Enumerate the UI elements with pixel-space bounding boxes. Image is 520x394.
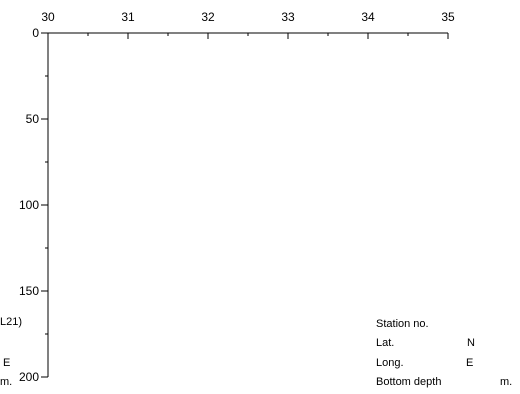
x-axis-ticks: 30 31 32 33 34 35 [41,10,455,39]
y-tick-label: 150 [19,284,39,298]
bottom-depth-unit: m. [500,376,512,388]
station-info: Station no. Lat. N Long. E Bottom depth … [376,318,512,388]
y-tick-label: 50 [26,112,40,126]
x-tick-label: 33 [281,10,295,24]
left-fragment-direction: E [3,357,10,369]
left-fragment-label: L21) [0,316,22,328]
latitude-direction: N [467,337,475,349]
latitude-label: Lat. [376,337,394,349]
longitude-direction: E [466,357,473,369]
x-tick-label: 30 [41,10,55,24]
bottom-depth-label: Bottom depth [376,376,441,388]
x-tick-label: 32 [201,10,215,24]
y-axis-ticks: 0 50 100 150 200 [19,26,48,384]
y-tick-label: 0 [32,26,39,40]
y-tick-label: 200 [19,370,39,384]
x-tick-label: 35 [441,10,455,24]
y-tick-label: 100 [19,198,39,212]
longitude-label: Long. [376,357,404,369]
x-tick-label: 31 [121,10,135,24]
station-label: Station no. [376,318,429,330]
x-tick-label: 34 [361,10,375,24]
left-fragment-unit: m. [0,376,12,388]
